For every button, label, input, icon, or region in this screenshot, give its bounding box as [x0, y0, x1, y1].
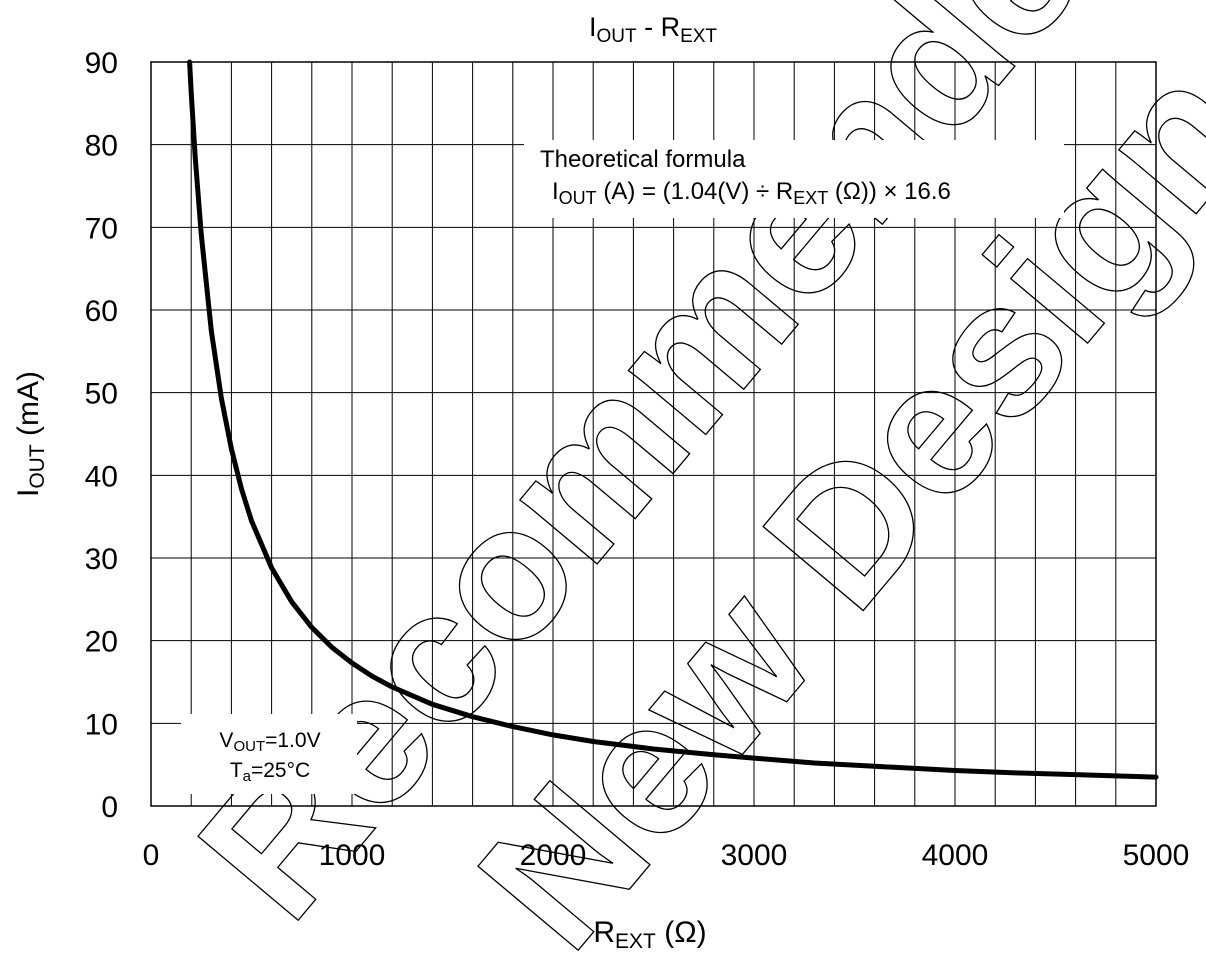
- formula-annotation: Theoretical formula IOUT (A) = (1.04(V) …: [524, 140, 1064, 218]
- y-tick-label: 60: [85, 295, 118, 328]
- y-tick-label: 30: [85, 543, 118, 576]
- plot-frame: [150, 61, 1157, 807]
- series-group: [187, 59, 1159, 780]
- x-axis-label: REXT (Ω): [593, 916, 706, 953]
- x-tick-label: 1000: [319, 839, 386, 872]
- conditions-annotation: VOUT=1.0V Ta=25°C: [181, 714, 357, 794]
- x-tick-label: 4000: [922, 839, 989, 872]
- series-line: [187, 59, 1159, 780]
- chart-title: IOUT - REXT: [589, 12, 717, 47]
- y-tick-label: 40: [85, 460, 118, 493]
- conditions-background: [181, 714, 357, 794]
- x-tick-label: 2000: [520, 839, 587, 872]
- y-axis-ticks: 0 10 20 30 40 50 60 70 80 90: [85, 47, 118, 824]
- formula-background: [524, 140, 1064, 218]
- conditions-ta: Ta=25°C: [230, 759, 310, 785]
- y-tick-label: 50: [85, 378, 118, 411]
- x-tick-label: 5000: [1123, 839, 1190, 872]
- x-tick-label: 3000: [721, 839, 788, 872]
- y-tick-label: 80: [85, 130, 118, 163]
- formula-title: Theoretical formula: [540, 146, 746, 173]
- y-tick-label: 10: [85, 708, 118, 741]
- x-axis-ticks: 0 1000 2000 3000 4000 5000: [143, 839, 1190, 872]
- y-tick-label: 90: [85, 47, 118, 80]
- y-tick-label: 0: [101, 791, 118, 824]
- conditions-vout: VOUT=1.0V: [219, 729, 320, 755]
- formula-text: IOUT (A) = (1.04(V) ÷ REXT (Ω)) × 16.6: [552, 178, 951, 208]
- y-tick-label: 20: [85, 626, 118, 659]
- y-axis-label: IOUT (mA): [12, 371, 49, 497]
- x-tick-label: 0: [143, 839, 160, 872]
- y-tick-label: 70: [85, 212, 118, 245]
